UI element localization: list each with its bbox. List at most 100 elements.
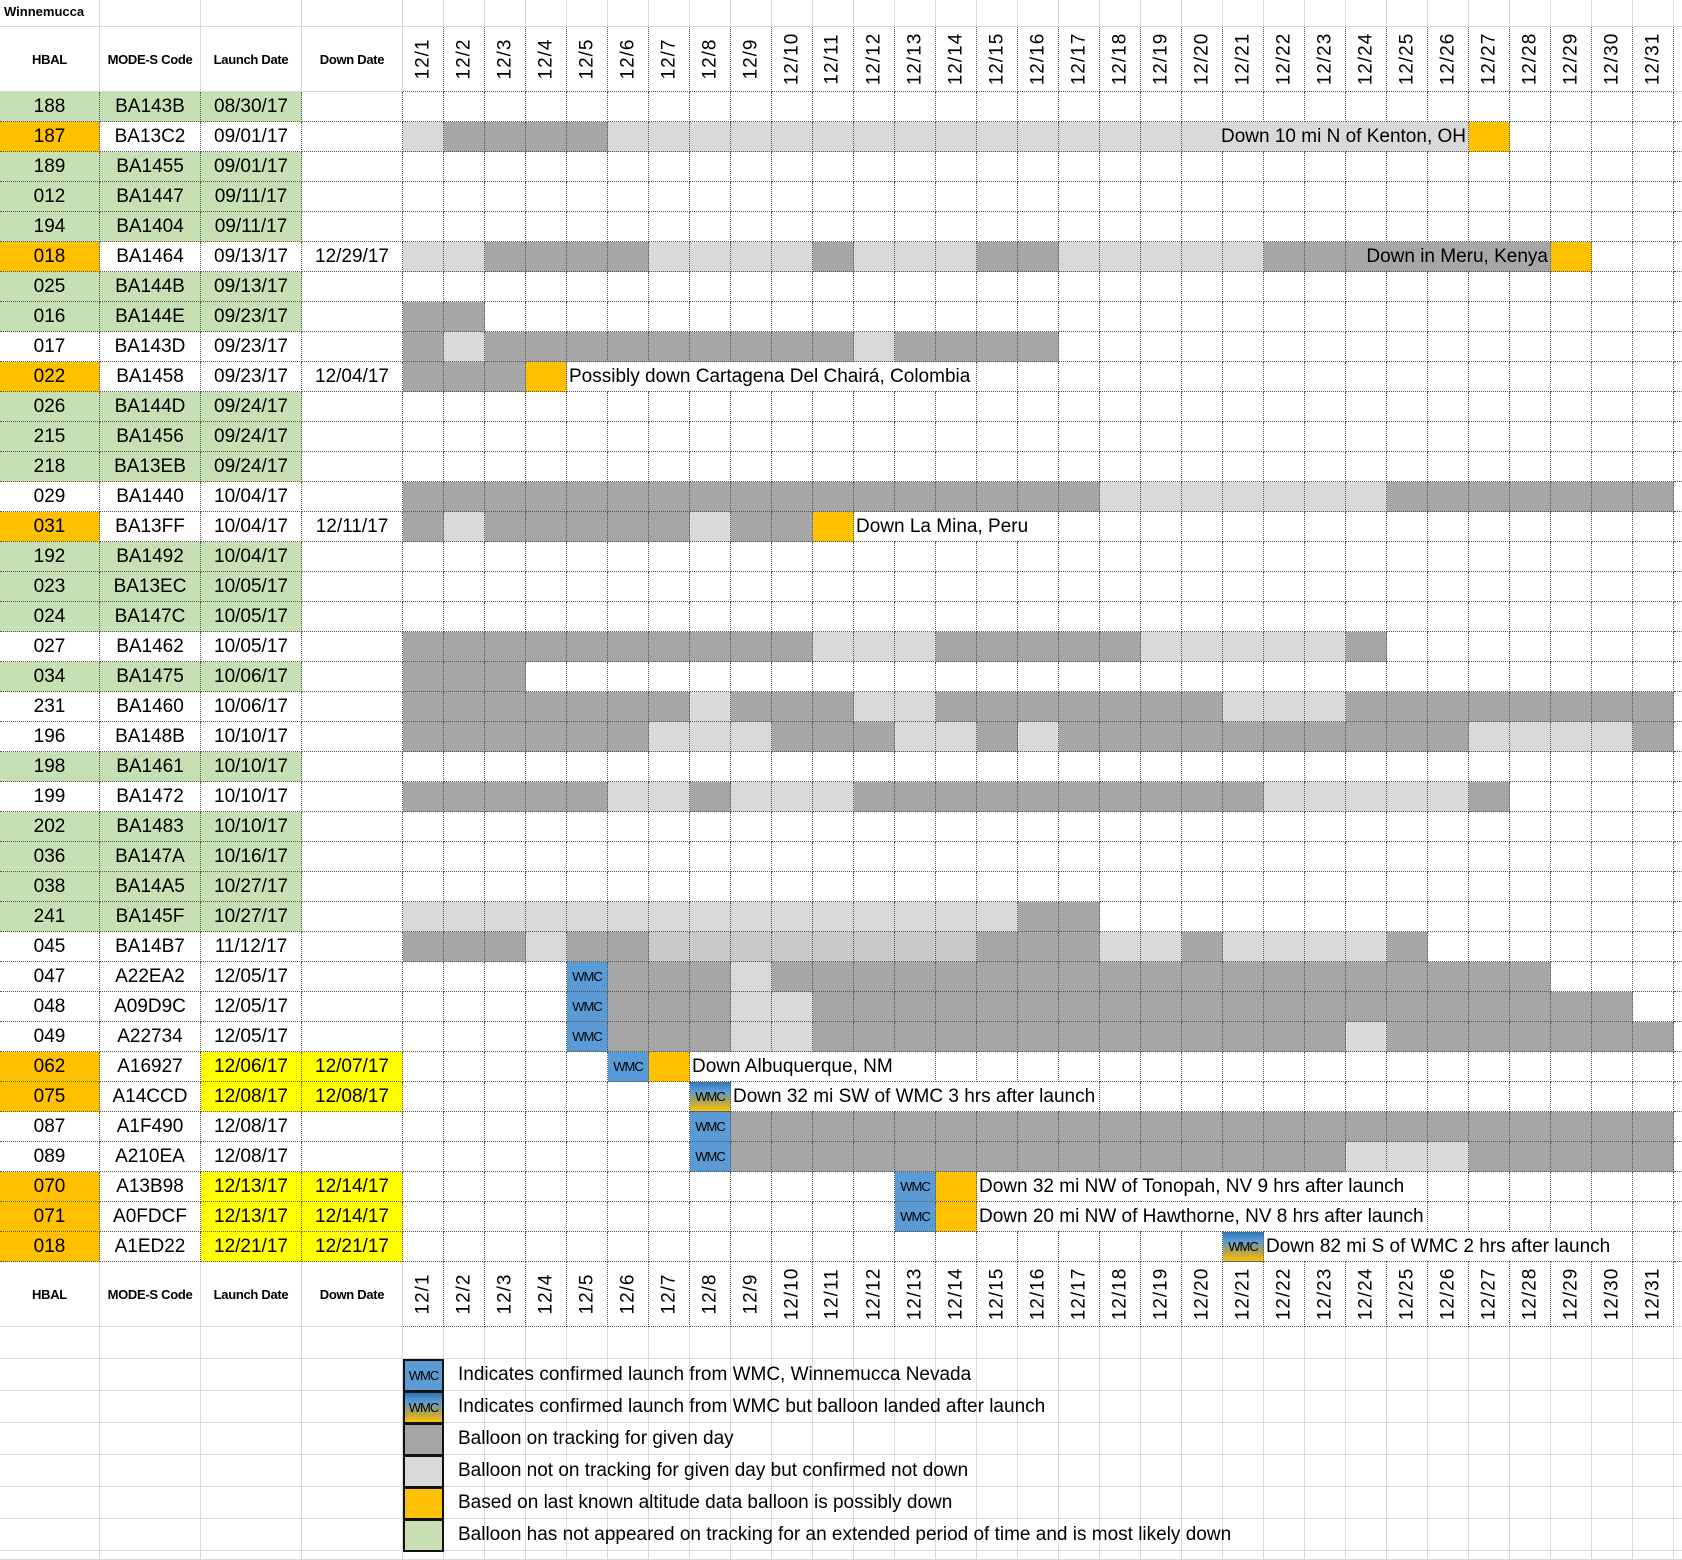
grid-cell — [1305, 1391, 1346, 1423]
legend-swatch — [403, 1487, 444, 1520]
empty-day-cell — [895, 1232, 936, 1262]
empty-day-cell — [608, 302, 649, 332]
empty-day-cell — [1428, 572, 1469, 602]
empty-day-cell — [1551, 362, 1592, 392]
grid-cell — [526, 1487, 567, 1519]
down-date-cell — [302, 902, 403, 932]
empty-day-cell — [1633, 362, 1674, 392]
grid-cell — [1551, 1487, 1592, 1519]
mode-s-cell: BA14B7 — [100, 932, 201, 962]
empty-day-cell — [1428, 332, 1469, 362]
hbal-cell: 218 — [0, 452, 100, 482]
not-tracked-day-cell — [854, 902, 895, 932]
grid-cell — [1674, 362, 1682, 392]
empty-day-cell — [1633, 602, 1674, 632]
empty-day-cell — [1182, 332, 1223, 362]
possibly-down-cell — [936, 1172, 977, 1202]
grid-cell — [1387, 1391, 1428, 1423]
not-tracked-day-cell — [1305, 482, 1346, 512]
tracking-day-cell — [772, 1142, 813, 1172]
grid-cell — [1428, 1423, 1469, 1455]
not-tracked-day-cell — [813, 902, 854, 932]
tracking-day-cell — [1100, 722, 1141, 752]
grid-cell — [813, 1455, 854, 1487]
tracking-day-cell — [731, 512, 772, 542]
empty-day-cell — [444, 1082, 485, 1112]
mode-s-cell: BA145F — [100, 902, 201, 932]
top-day-header: 12/26 — [1428, 27, 1469, 92]
empty-day-cell — [1510, 542, 1551, 572]
tracking-day-cell — [526, 332, 567, 362]
empty-day-cell — [1305, 602, 1346, 632]
grid-cell — [1346, 1551, 1387, 1560]
empty-day-cell — [1141, 1232, 1182, 1262]
empty-day-cell — [526, 422, 567, 452]
not-tracked-day-cell — [608, 122, 649, 152]
not-tracked-day-cell — [1387, 782, 1428, 812]
empty-day-cell — [1592, 902, 1633, 932]
hbal-cell: 075 — [0, 1082, 100, 1112]
launch-date-cell: 10/16/17 — [201, 842, 302, 872]
grid-cell — [444, 1487, 485, 1519]
empty-day-cell — [1100, 662, 1141, 692]
empty-day-cell — [608, 842, 649, 872]
empty-day-cell — [1059, 602, 1100, 632]
empty-day-cell — [1592, 392, 1633, 422]
not-tracked-day-cell — [731, 962, 772, 992]
tracking-day-cell — [731, 482, 772, 512]
empty-day-cell — [649, 1172, 690, 1202]
grid-cell — [1305, 1519, 1346, 1551]
grid-cell — [1674, 27, 1682, 92]
tracking-day-cell — [444, 302, 485, 332]
empty-day-cell — [1510, 1052, 1551, 1082]
tracking-day-cell — [1346, 692, 1387, 722]
empty-day-cell — [690, 212, 731, 242]
grid-cell — [1100, 1551, 1141, 1560]
tracking-day-cell — [1018, 332, 1059, 362]
empty-day-cell — [608, 872, 649, 902]
empty-day-cell — [1510, 452, 1551, 482]
empty-day-cell — [772, 422, 813, 452]
down-date-cell — [302, 182, 403, 212]
tracking-day-cell — [1141, 722, 1182, 752]
grid-cell — [567, 1327, 608, 1359]
empty-day-cell — [1510, 392, 1551, 422]
grid-cell — [485, 1455, 526, 1487]
tracking-day-cell — [1510, 1022, 1551, 1052]
empty-day-cell — [649, 542, 690, 572]
grid-cell — [1592, 1327, 1633, 1359]
down-date-cell — [302, 302, 403, 332]
not-tracked-day-cell — [936, 122, 977, 152]
empty-day-cell — [403, 422, 444, 452]
empty-day-cell — [403, 992, 444, 1022]
empty-day-cell — [1305, 182, 1346, 212]
legend-text: Indicates confirmed launch from WMC, Win… — [458, 1364, 972, 1385]
grid-cell — [1469, 1359, 1510, 1391]
grid-cell — [100, 1359, 201, 1391]
grid-cell — [772, 1551, 813, 1560]
tracking-day-cell — [1264, 722, 1305, 752]
tracking-day-cell — [1264, 1142, 1305, 1172]
bottom-header-down: Down Date — [302, 1262, 403, 1327]
empty-day-cell — [1059, 1082, 1100, 1112]
empty-day-cell — [977, 662, 1018, 692]
mode-s-cell: BA144B — [100, 272, 201, 302]
grid-cell — [649, 1391, 690, 1423]
grid-cell — [201, 1423, 302, 1455]
empty-day-cell — [1428, 1052, 1469, 1082]
not-tracked-day-cell — [731, 992, 772, 1022]
launch-date-cell: 12/13/17 — [201, 1172, 302, 1202]
down-date-cell — [302, 572, 403, 602]
grid-cell — [1387, 1423, 1428, 1455]
empty-day-cell — [1387, 182, 1428, 212]
top-day-header: 12/7 — [649, 27, 690, 92]
empty-day-cell — [403, 1202, 444, 1232]
empty-day-cell — [936, 872, 977, 902]
grid-cell — [526, 1391, 567, 1423]
grid-cell — [485, 1327, 526, 1359]
not-tracked-day-cell — [895, 722, 936, 752]
empty-day-cell — [1551, 182, 1592, 212]
empty-day-cell — [403, 872, 444, 902]
not-tracked-day-cell — [1141, 632, 1182, 662]
